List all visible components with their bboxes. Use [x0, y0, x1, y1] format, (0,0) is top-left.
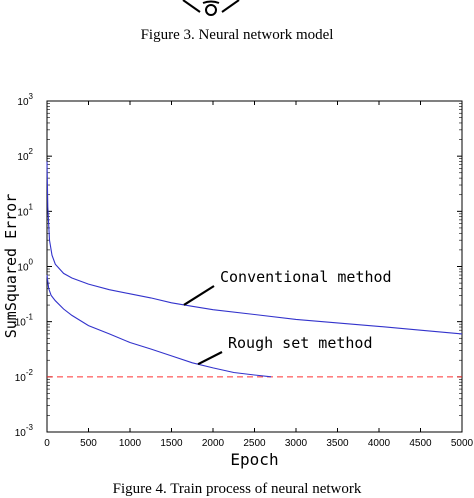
y-tick-exponent: 2 [29, 147, 34, 156]
series-line-1 [46, 274, 272, 378]
series-layer [46, 161, 463, 378]
series-line-0 [46, 161, 463, 335]
y-tick-exponent: -2 [26, 368, 34, 377]
y-tick-label: 102 [17, 147, 33, 163]
annotation-label: Rough set method [228, 334, 373, 352]
x-axis-label: Epoch [230, 450, 278, 469]
y-tick-exponent: 1 [29, 202, 34, 211]
plot-frame [46, 100, 463, 433]
annotation-arrow [183, 285, 215, 306]
figure-3-artwork [182, 0, 240, 16]
x-tick-label: 1000 [119, 438, 142, 449]
x-tick-label: 2000 [202, 438, 225, 449]
figure-3-caption: Figure 3. Neural network model [140, 27, 334, 43]
x-tick-label: 3000 [285, 438, 308, 449]
x-tick-label: 1500 [160, 438, 183, 449]
y-tick-exponent: 3 [29, 92, 34, 101]
y-tick-exponent: -3 [26, 423, 34, 432]
x-tick-label: 3500 [326, 438, 349, 449]
y-tick-label: 10-3 [15, 423, 34, 439]
y-tick-label: 103 [17, 92, 33, 108]
x-tick-label: 2500 [243, 438, 266, 449]
y-tick-label: 10-2 [15, 368, 34, 384]
x-tick-label: 500 [80, 438, 97, 449]
annotation-label: Conventional method [220, 268, 392, 286]
x-tick-label: 5000 [451, 438, 474, 449]
annotation-arrow [197, 351, 223, 366]
y-axis-label: SumSquared Error [2, 194, 20, 339]
y-tick-exponent: -1 [26, 313, 34, 322]
y-tick-exponent: 0 [29, 258, 34, 267]
x-tick-label: 0 [44, 438, 50, 449]
x-tick-label: 4000 [368, 438, 391, 449]
annotation-layer: Conventional method Rough set method [183, 268, 392, 366]
x-axis-ticks: 0 500 1000 1500 2000 2500 3000 3500 4000 4500 5000 [44, 101, 474, 449]
x-tick-label: 4500 [409, 438, 432, 449]
figure-4-caption: Figure 4. Train process of neural networ… [112, 481, 362, 497]
